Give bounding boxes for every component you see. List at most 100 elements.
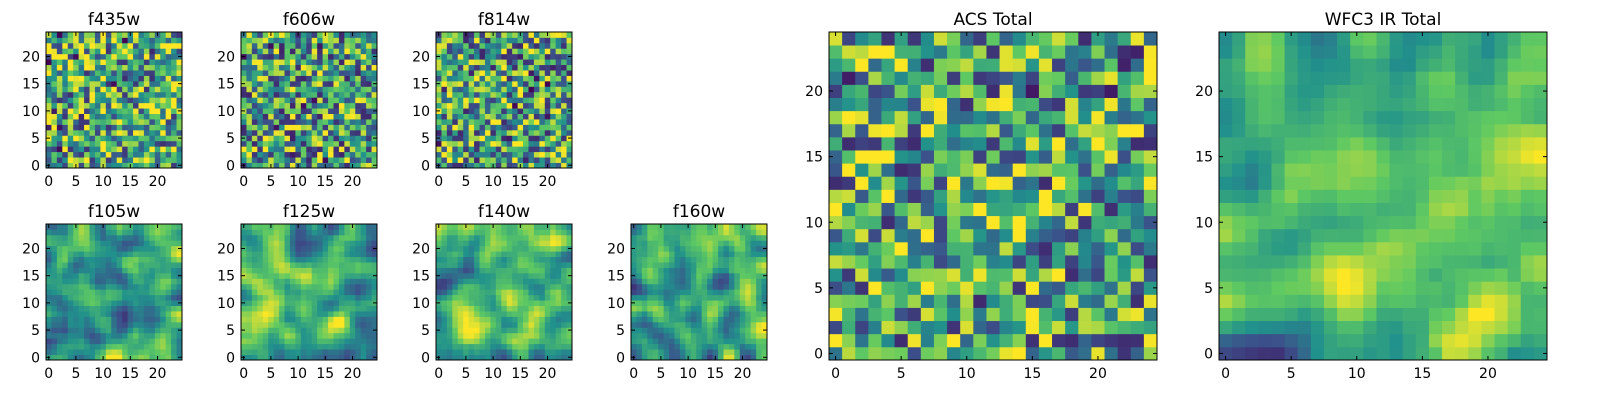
- heatmap-cell: [658, 240, 665, 247]
- heatmap-cell: [679, 327, 686, 334]
- heatmap-cell: [986, 189, 1000, 203]
- heatmap-cell: [149, 146, 156, 153]
- heatmap-cell: [89, 102, 96, 109]
- heatmap-cell: [349, 119, 356, 125]
- heatmap-cell: [696, 272, 703, 279]
- heatmap-cell: [452, 240, 459, 247]
- heatmap-cell: [842, 228, 856, 243]
- heatmap-cell: [960, 268, 974, 282]
- heatmap-cell: [446, 229, 453, 236]
- heatmap-cell: [295, 113, 302, 120]
- heatmap-cell: [517, 267, 524, 274]
- heatmap-cell: [517, 251, 524, 258]
- heatmap-cell: [165, 102, 172, 109]
- heatmap-cell: [317, 97, 323, 104]
- heatmap-cell: [523, 311, 529, 317]
- heatmap-cell: [138, 300, 145, 306]
- heatmap-cell: [328, 157, 334, 163]
- heatmap-cell: [446, 42, 453, 49]
- heatmap-cell: [171, 32, 177, 38]
- heatmap-cell: [523, 354, 529, 361]
- heatmap-cell: [165, 316, 172, 323]
- heatmap-cell: [262, 135, 269, 142]
- heatmap-cell: [555, 245, 562, 252]
- heatmap-cell: [322, 332, 329, 339]
- heatmap-cell: [484, 108, 491, 114]
- heatmap-cell: [89, 283, 96, 290]
- heatmap-cell: [78, 140, 85, 147]
- heatmap-cell: [171, 162, 177, 169]
- heatmap-cell: [728, 278, 735, 285]
- heatmap-cell: [338, 311, 345, 317]
- heatmap-cell: [512, 162, 518, 169]
- heatmap-cell: [94, 119, 101, 125]
- heatmap-cell: [279, 151, 285, 158]
- heatmap-cell: [160, 102, 167, 109]
- heatmap-cell: [311, 289, 318, 296]
- axes-frame-f606w: [240, 31, 378, 169]
- heatmap-cell: [696, 349, 703, 355]
- heatmap-cell: [707, 349, 713, 355]
- heatmap-cell: [479, 124, 486, 131]
- heatmap-cell: [506, 240, 513, 247]
- heatmap-cell: [463, 70, 470, 76]
- heatmap-cell: [333, 91, 340, 98]
- heatmap-cell: [750, 349, 757, 355]
- heatmap-cell: [674, 305, 681, 312]
- heatmap-cell: [474, 224, 480, 230]
- heatmap-cell: [1038, 163, 1053, 177]
- heatmap-cell: [138, 129, 145, 136]
- heatmap-cell: [317, 108, 323, 114]
- heatmap-cell: [241, 146, 247, 153]
- heatmap-cell: [446, 240, 453, 247]
- heatmap-cell: [171, 97, 177, 104]
- heatmap-cell: [176, 234, 183, 241]
- heatmap-cell: [881, 189, 895, 203]
- heatmap-cell: [490, 146, 497, 153]
- heatmap-cell: [734, 305, 741, 312]
- heatmap-cell: [474, 256, 480, 263]
- heatmap-cell: [116, 91, 123, 98]
- heatmap-cell: [111, 146, 118, 153]
- heatmap-cell: [701, 300, 708, 306]
- heatmap-cell: [322, 256, 329, 263]
- heatmap-cell: [468, 75, 475, 82]
- heatmap-cell: [1078, 333, 1092, 348]
- heatmap-cell: [165, 157, 172, 163]
- heatmap-cell: [251, 113, 258, 120]
- heatmap-cell: [739, 327, 746, 334]
- heatmap-cell: [122, 316, 128, 323]
- heatmap-cell: [84, 113, 90, 120]
- heatmap-cell: [251, 316, 258, 323]
- heatmap-cell: [663, 251, 670, 258]
- heatmap-cell: [566, 240, 573, 247]
- heatmap-cell: [641, 224, 648, 230]
- heatmap-cell: [881, 163, 895, 177]
- heatmap-cell: [51, 240, 58, 247]
- heatmap-cell: [490, 251, 497, 258]
- heatmap-cell: [436, 42, 442, 49]
- heatmap-cell: [1117, 176, 1132, 190]
- heatmap-cell: [663, 354, 670, 361]
- heatmap-cell: [122, 278, 128, 285]
- heatmap-cell: [160, 140, 167, 147]
- heatmap-cell: [550, 42, 557, 49]
- heatmap-cell: [268, 267, 275, 274]
- heatmap-cell: [707, 338, 713, 345]
- heatmap-cell: [452, 119, 459, 125]
- heatmap-cell: [127, 37, 134, 44]
- heatmap-cell: [67, 124, 74, 131]
- heatmap-cell: [246, 224, 253, 230]
- heatmap-cell: [116, 37, 123, 44]
- heatmap-cell: [105, 59, 112, 66]
- heatmap-cell: [251, 234, 258, 241]
- heatmap-cell: [94, 102, 101, 109]
- heatmap-cell: [268, 343, 275, 350]
- heatmap-cell: [1025, 294, 1040, 308]
- heatmap-cell: [920, 268, 935, 282]
- heatmap-cell: [246, 37, 253, 44]
- heatmap-cell: [349, 102, 356, 109]
- heatmap-cell: [506, 327, 513, 334]
- heatmap-cell: [241, 119, 247, 125]
- heatmap-cell: [143, 229, 150, 236]
